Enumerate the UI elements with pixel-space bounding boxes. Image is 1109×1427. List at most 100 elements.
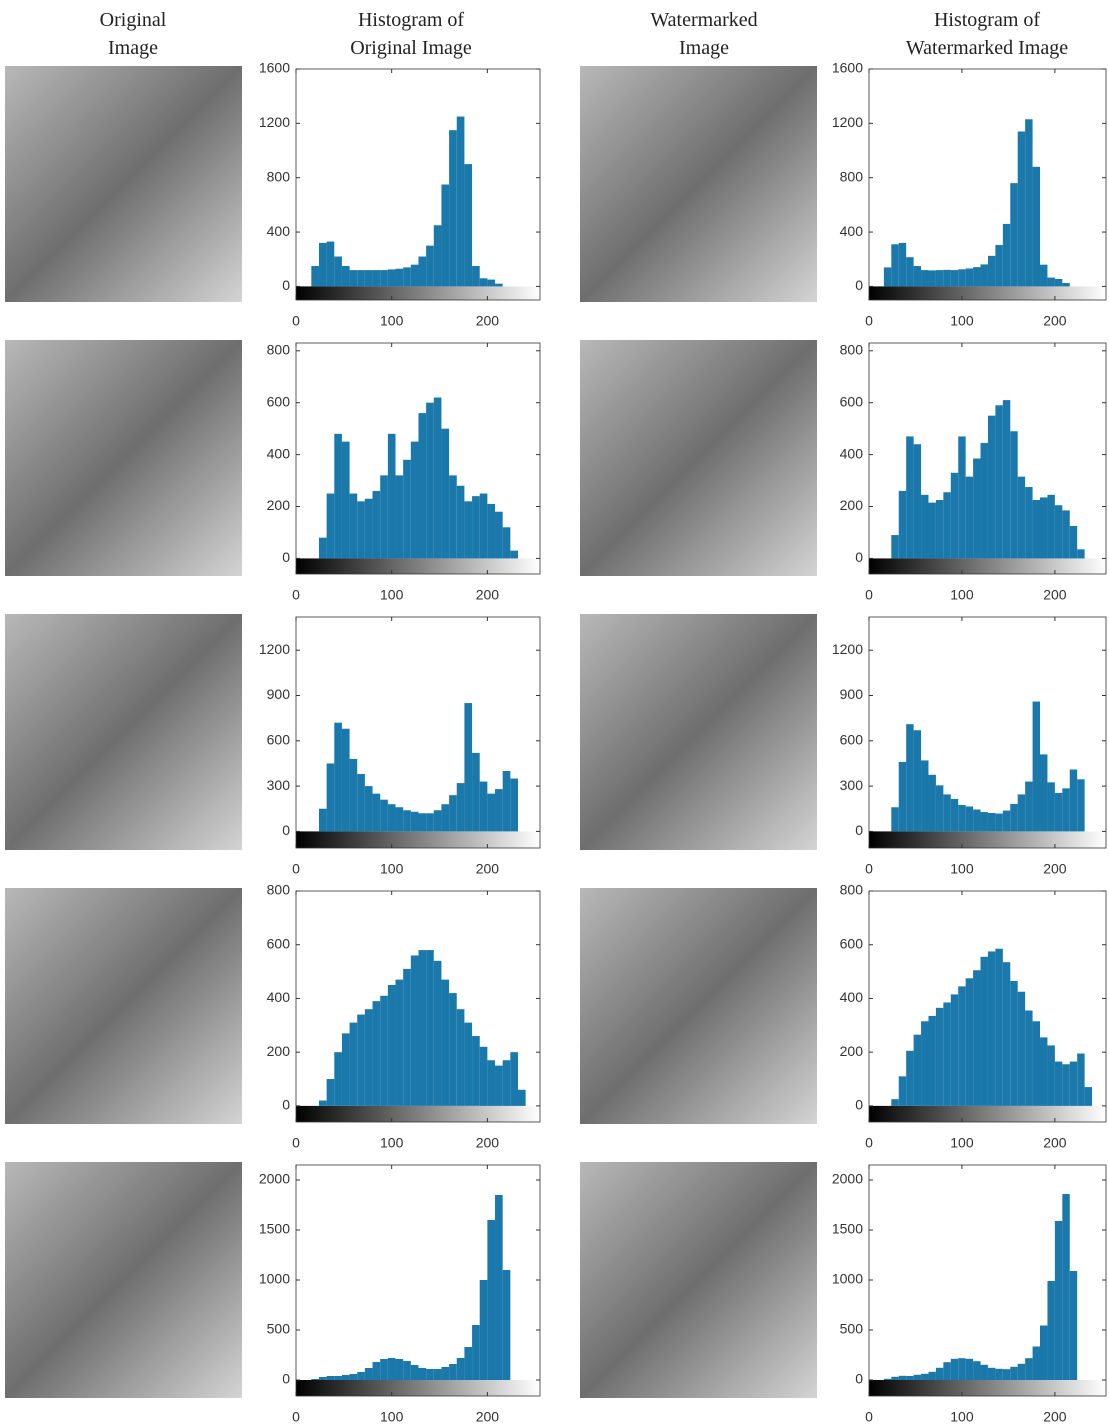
y-tick-label: 2000 (259, 1171, 290, 1187)
bar (1010, 431, 1017, 558)
y-tick-label: 400 (267, 989, 291, 1005)
bar (388, 269, 396, 286)
y-tick-label: 200 (840, 1043, 864, 1059)
bar (418, 257, 426, 287)
bar (988, 1368, 995, 1380)
y-tick-label: 600 (840, 935, 864, 951)
image (5, 614, 242, 850)
bar (441, 429, 449, 559)
image (580, 1162, 817, 1398)
bar (426, 246, 434, 287)
bar (403, 267, 411, 286)
y-tick-label: 500 (267, 1321, 291, 1337)
bar (1055, 793, 1062, 832)
bar (995, 1369, 1002, 1380)
bar (1003, 811, 1010, 832)
bar (472, 1325, 480, 1380)
bar (342, 729, 350, 832)
bar (373, 270, 381, 286)
y-tick-label: 600 (840, 732, 864, 748)
bar (914, 444, 921, 558)
x-tick-label: 200 (1043, 587, 1067, 603)
bar (426, 1369, 434, 1380)
colorbar (869, 286, 1106, 300)
bar (1033, 1021, 1040, 1106)
bar (418, 950, 426, 1106)
bar (1070, 769, 1077, 831)
bar (441, 980, 449, 1106)
x-tick-label: 0 (865, 313, 873, 329)
bar (480, 278, 488, 286)
bar (1033, 1347, 1040, 1381)
x-tick-label: 100 (950, 1135, 974, 1151)
bar (1033, 500, 1040, 558)
x-tick-label: 0 (292, 313, 300, 329)
x-tick-label: 200 (476, 1409, 500, 1425)
bar (449, 795, 457, 831)
x-tick-label: 200 (476, 861, 500, 877)
bar (487, 1220, 495, 1380)
bar (1055, 1221, 1062, 1380)
bar (921, 760, 928, 831)
bar (510, 551, 518, 559)
colorbar (296, 286, 540, 300)
bar (995, 245, 1002, 286)
image (5, 888, 242, 1124)
bar (1047, 1045, 1054, 1105)
bar (966, 268, 973, 286)
bar (319, 538, 327, 559)
bar (403, 969, 411, 1106)
bar (906, 1051, 913, 1106)
bar (914, 1375, 921, 1380)
bar (396, 269, 404, 287)
bar (342, 1375, 350, 1380)
bar (464, 1023, 472, 1106)
bar (1018, 132, 1025, 287)
image (5, 1162, 242, 1398)
bar (426, 813, 434, 831)
bar (380, 800, 388, 832)
bar (958, 269, 965, 286)
bar (357, 1372, 365, 1380)
y-tick-label: 800 (840, 882, 864, 898)
bar (1003, 1369, 1010, 1380)
bar (327, 242, 335, 287)
bar (388, 1358, 396, 1380)
bar (411, 442, 419, 559)
bar (434, 398, 442, 559)
bar (365, 1368, 373, 1380)
bar (966, 1359, 973, 1380)
x-tick-label: 0 (865, 1135, 873, 1151)
bar (884, 267, 891, 286)
y-tick-label: 0 (282, 1371, 290, 1387)
y-tick-label: 1000 (832, 1271, 863, 1287)
bar (334, 1052, 342, 1106)
bar (973, 459, 980, 559)
x-tick-label: 200 (1043, 1135, 1067, 1151)
x-tick-label: 100 (380, 1135, 404, 1151)
bar (1062, 1194, 1069, 1380)
bar (350, 494, 358, 559)
bar (365, 1009, 373, 1106)
y-tick-label: 1200 (832, 114, 863, 130)
y-tick-label: 600 (267, 393, 291, 409)
bar (418, 413, 426, 558)
y-tick-label: 900 (840, 686, 864, 702)
bar (334, 723, 342, 832)
bar (464, 501, 472, 558)
x-tick-label: 200 (476, 313, 500, 329)
bar (906, 1376, 913, 1380)
bar (958, 436, 965, 558)
x-tick-label: 0 (292, 861, 300, 877)
bar (457, 1009, 465, 1106)
bar (936, 785, 943, 831)
bar (434, 225, 442, 286)
bar (327, 494, 335, 559)
bar (958, 986, 965, 1106)
bar (936, 500, 943, 558)
bar (891, 1377, 898, 1380)
bar (891, 535, 898, 558)
bar (951, 473, 958, 559)
bar (457, 783, 465, 831)
bar (921, 270, 928, 286)
